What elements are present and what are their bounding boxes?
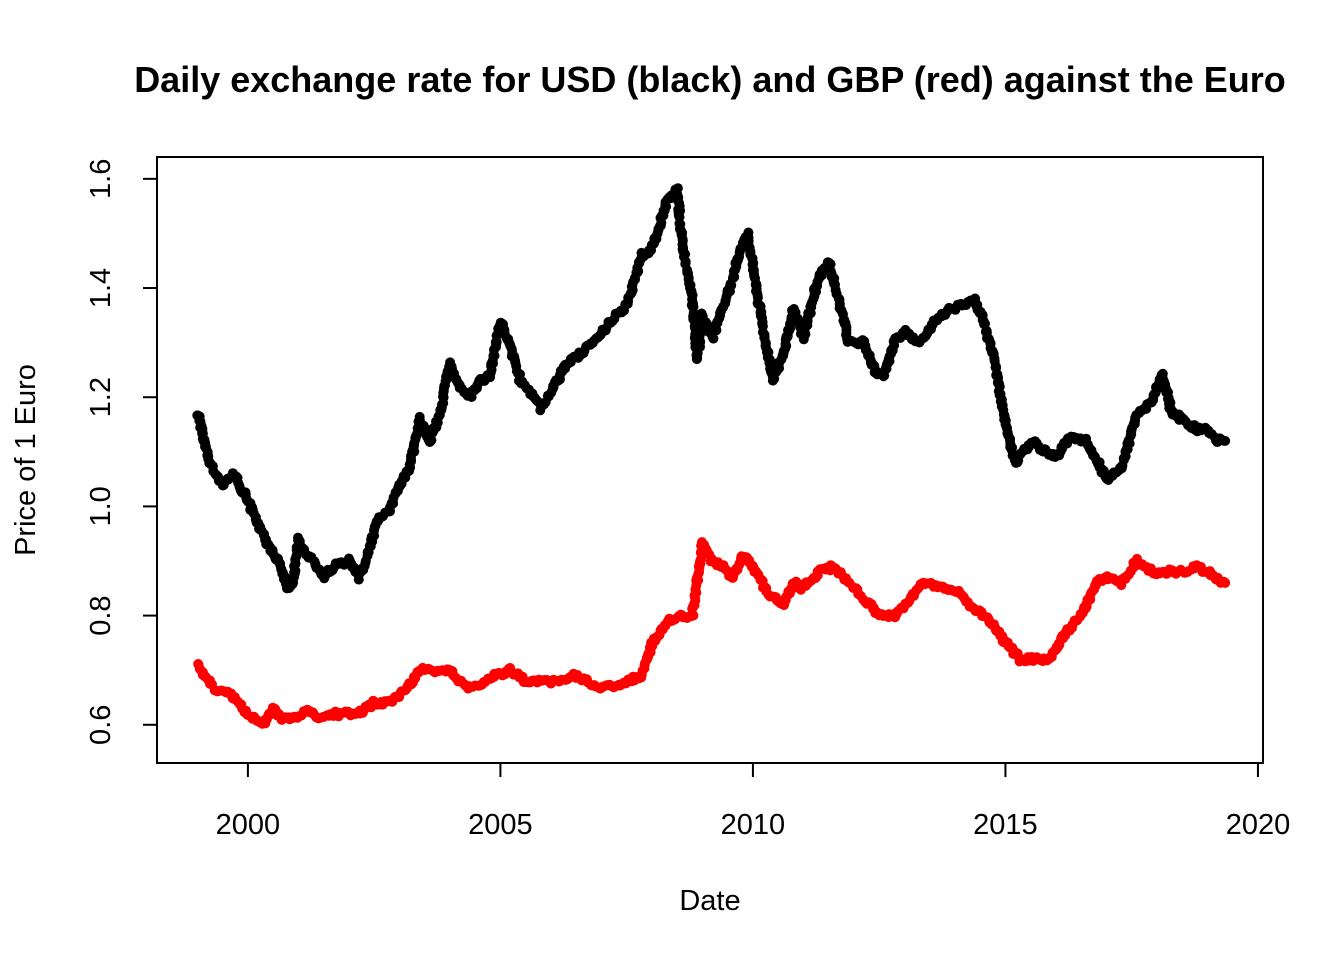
plot-area bbox=[192, 183, 1231, 729]
y-tick-label: 0.6 bbox=[85, 705, 117, 745]
y-tick-label: 1.4 bbox=[85, 268, 117, 308]
y-axis: 0.6 0.8 1.0 1.2 1.4 1.6 bbox=[85, 159, 158, 745]
y-tick-label: 1.0 bbox=[85, 486, 117, 526]
y-tick-label: 1.6 bbox=[85, 159, 117, 199]
data-point bbox=[1220, 577, 1231, 588]
data-point bbox=[1220, 435, 1231, 446]
x-tick-label: 2020 bbox=[1226, 809, 1291, 841]
y-axis-label: Price of 1 Euro bbox=[10, 364, 42, 556]
series-1 bbox=[192, 183, 1231, 594]
x-axis: 2000 2005 2010 2015 2020 bbox=[216, 762, 1291, 841]
chart-title: Daily exchange rate for USD (black) and … bbox=[134, 59, 1286, 100]
y-tick-label: 1.2 bbox=[85, 377, 117, 417]
x-tick-label: 2015 bbox=[973, 809, 1038, 841]
x-tick-label: 2000 bbox=[216, 809, 281, 841]
x-axis-label: Date bbox=[679, 885, 740, 917]
y-tick-label: 0.8 bbox=[85, 595, 117, 635]
series-2 bbox=[193, 537, 1231, 729]
x-tick-label: 2005 bbox=[468, 809, 533, 841]
x-tick-label: 2010 bbox=[721, 809, 786, 841]
